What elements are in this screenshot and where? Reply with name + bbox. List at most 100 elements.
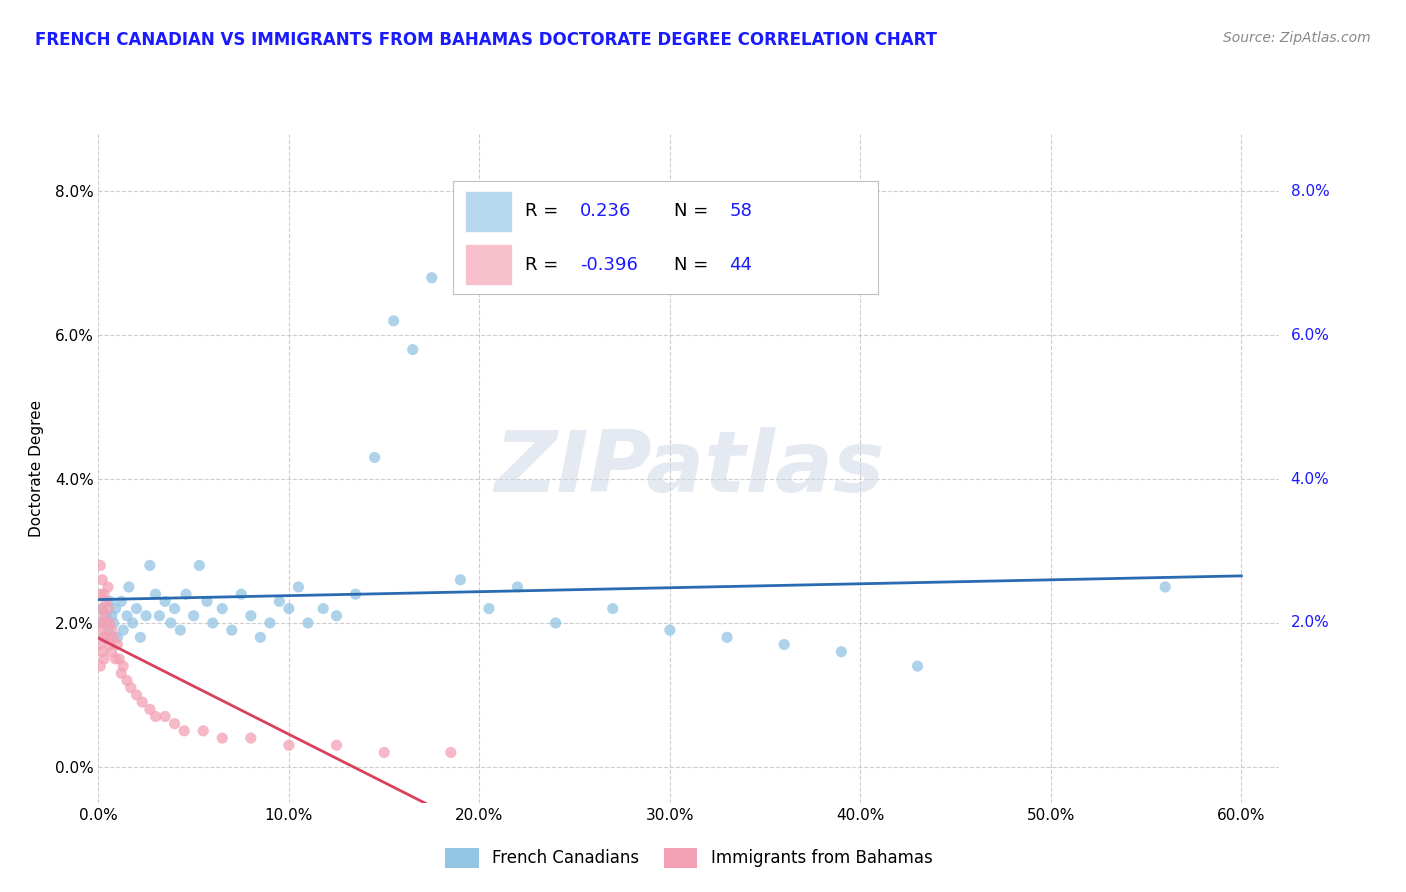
Point (602, 601, 624, 615)
Text: 8.0%: 8.0% (1291, 184, 1329, 199)
Legend: French Canadians, Immigrants from Bahamas: French Canadians, Immigrants from Bahama… (439, 841, 939, 875)
Point (89, 558, 111, 573)
Point (163, 601, 186, 615)
Point (98, 615, 121, 630)
Point (716, 631, 738, 645)
Point (89, 615, 111, 630)
Point (93, 631, 115, 645)
Text: ZIPatlas: ZIPatlas (494, 426, 884, 510)
Point (89, 615, 111, 630)
Point (97, 623, 120, 637)
Point (239, 608, 262, 623)
Point (449, 573, 471, 587)
Point (89, 587, 111, 601)
Point (139, 558, 162, 573)
Text: 44: 44 (730, 256, 752, 274)
Point (195, 594, 218, 608)
Point (153, 709, 176, 723)
Point (1154, 580, 1177, 594)
Point (110, 666, 132, 681)
Point (259, 615, 281, 630)
Point (221, 623, 243, 637)
Point (108, 652, 131, 666)
Point (97, 631, 120, 645)
Point (129, 631, 152, 645)
Point (145, 587, 167, 601)
Point (131, 695, 153, 709)
Point (211, 731, 233, 745)
Point (193, 723, 215, 738)
Point (325, 738, 347, 752)
Point (287, 580, 309, 594)
Text: R =: R = (524, 202, 564, 220)
FancyBboxPatch shape (465, 244, 512, 285)
Point (107, 631, 129, 645)
Text: 58: 58 (730, 202, 752, 220)
Point (94, 608, 117, 623)
Point (907, 659, 929, 673)
Point (91, 601, 114, 615)
Point (163, 716, 186, 731)
Point (658, 623, 681, 637)
Point (115, 608, 138, 623)
Point (420, 270, 443, 285)
Point (98, 638, 121, 652)
Point (104, 652, 127, 666)
Point (121, 615, 143, 630)
Point (201, 615, 224, 630)
Point (97, 580, 120, 594)
Point (103, 615, 125, 630)
Point (93, 631, 115, 645)
Point (174, 587, 197, 601)
FancyBboxPatch shape (465, 191, 512, 232)
Point (125, 688, 148, 702)
Point (112, 623, 135, 637)
Point (89, 638, 111, 652)
Point (98, 594, 121, 608)
Point (100, 623, 122, 637)
Point (297, 615, 319, 630)
Text: -0.396: -0.396 (581, 256, 638, 274)
Point (91, 623, 114, 637)
Point (830, 645, 852, 659)
Text: N =: N = (673, 202, 714, 220)
Point (169, 623, 191, 637)
Point (91, 573, 114, 587)
Text: 0.236: 0.236 (581, 202, 631, 220)
Point (373, 746, 395, 760)
Point (104, 601, 127, 615)
Point (312, 601, 335, 615)
Point (211, 601, 233, 615)
Y-axis label: Doctorate Degree: Doctorate Degree (28, 400, 44, 537)
Point (97, 601, 120, 615)
Point (231, 587, 253, 601)
Point (100, 608, 122, 623)
Point (93, 608, 115, 623)
Point (94, 615, 117, 630)
Point (120, 681, 142, 695)
Point (440, 746, 463, 760)
Point (112, 659, 135, 673)
Point (107, 638, 129, 652)
Point (93, 587, 115, 601)
Point (344, 587, 367, 601)
Point (91, 645, 114, 659)
Point (506, 580, 529, 594)
Point (110, 594, 132, 608)
Point (118, 580, 141, 594)
Point (188, 558, 211, 573)
Point (148, 608, 170, 623)
Text: N =: N = (673, 256, 714, 274)
Point (382, 314, 405, 328)
Point (277, 601, 299, 615)
Text: FRENCH CANADIAN VS IMMIGRANTS FROM BAHAMAS DOCTORATE DEGREE CORRELATION CHART: FRENCH CANADIAN VS IMMIGRANTS FROM BAHAM… (35, 31, 938, 49)
Point (249, 631, 271, 645)
Point (239, 731, 262, 745)
Point (115, 673, 138, 688)
Point (773, 638, 796, 652)
Point (100, 645, 122, 659)
Point (125, 601, 148, 615)
Point (135, 608, 157, 623)
Point (153, 594, 176, 608)
Point (145, 709, 167, 723)
